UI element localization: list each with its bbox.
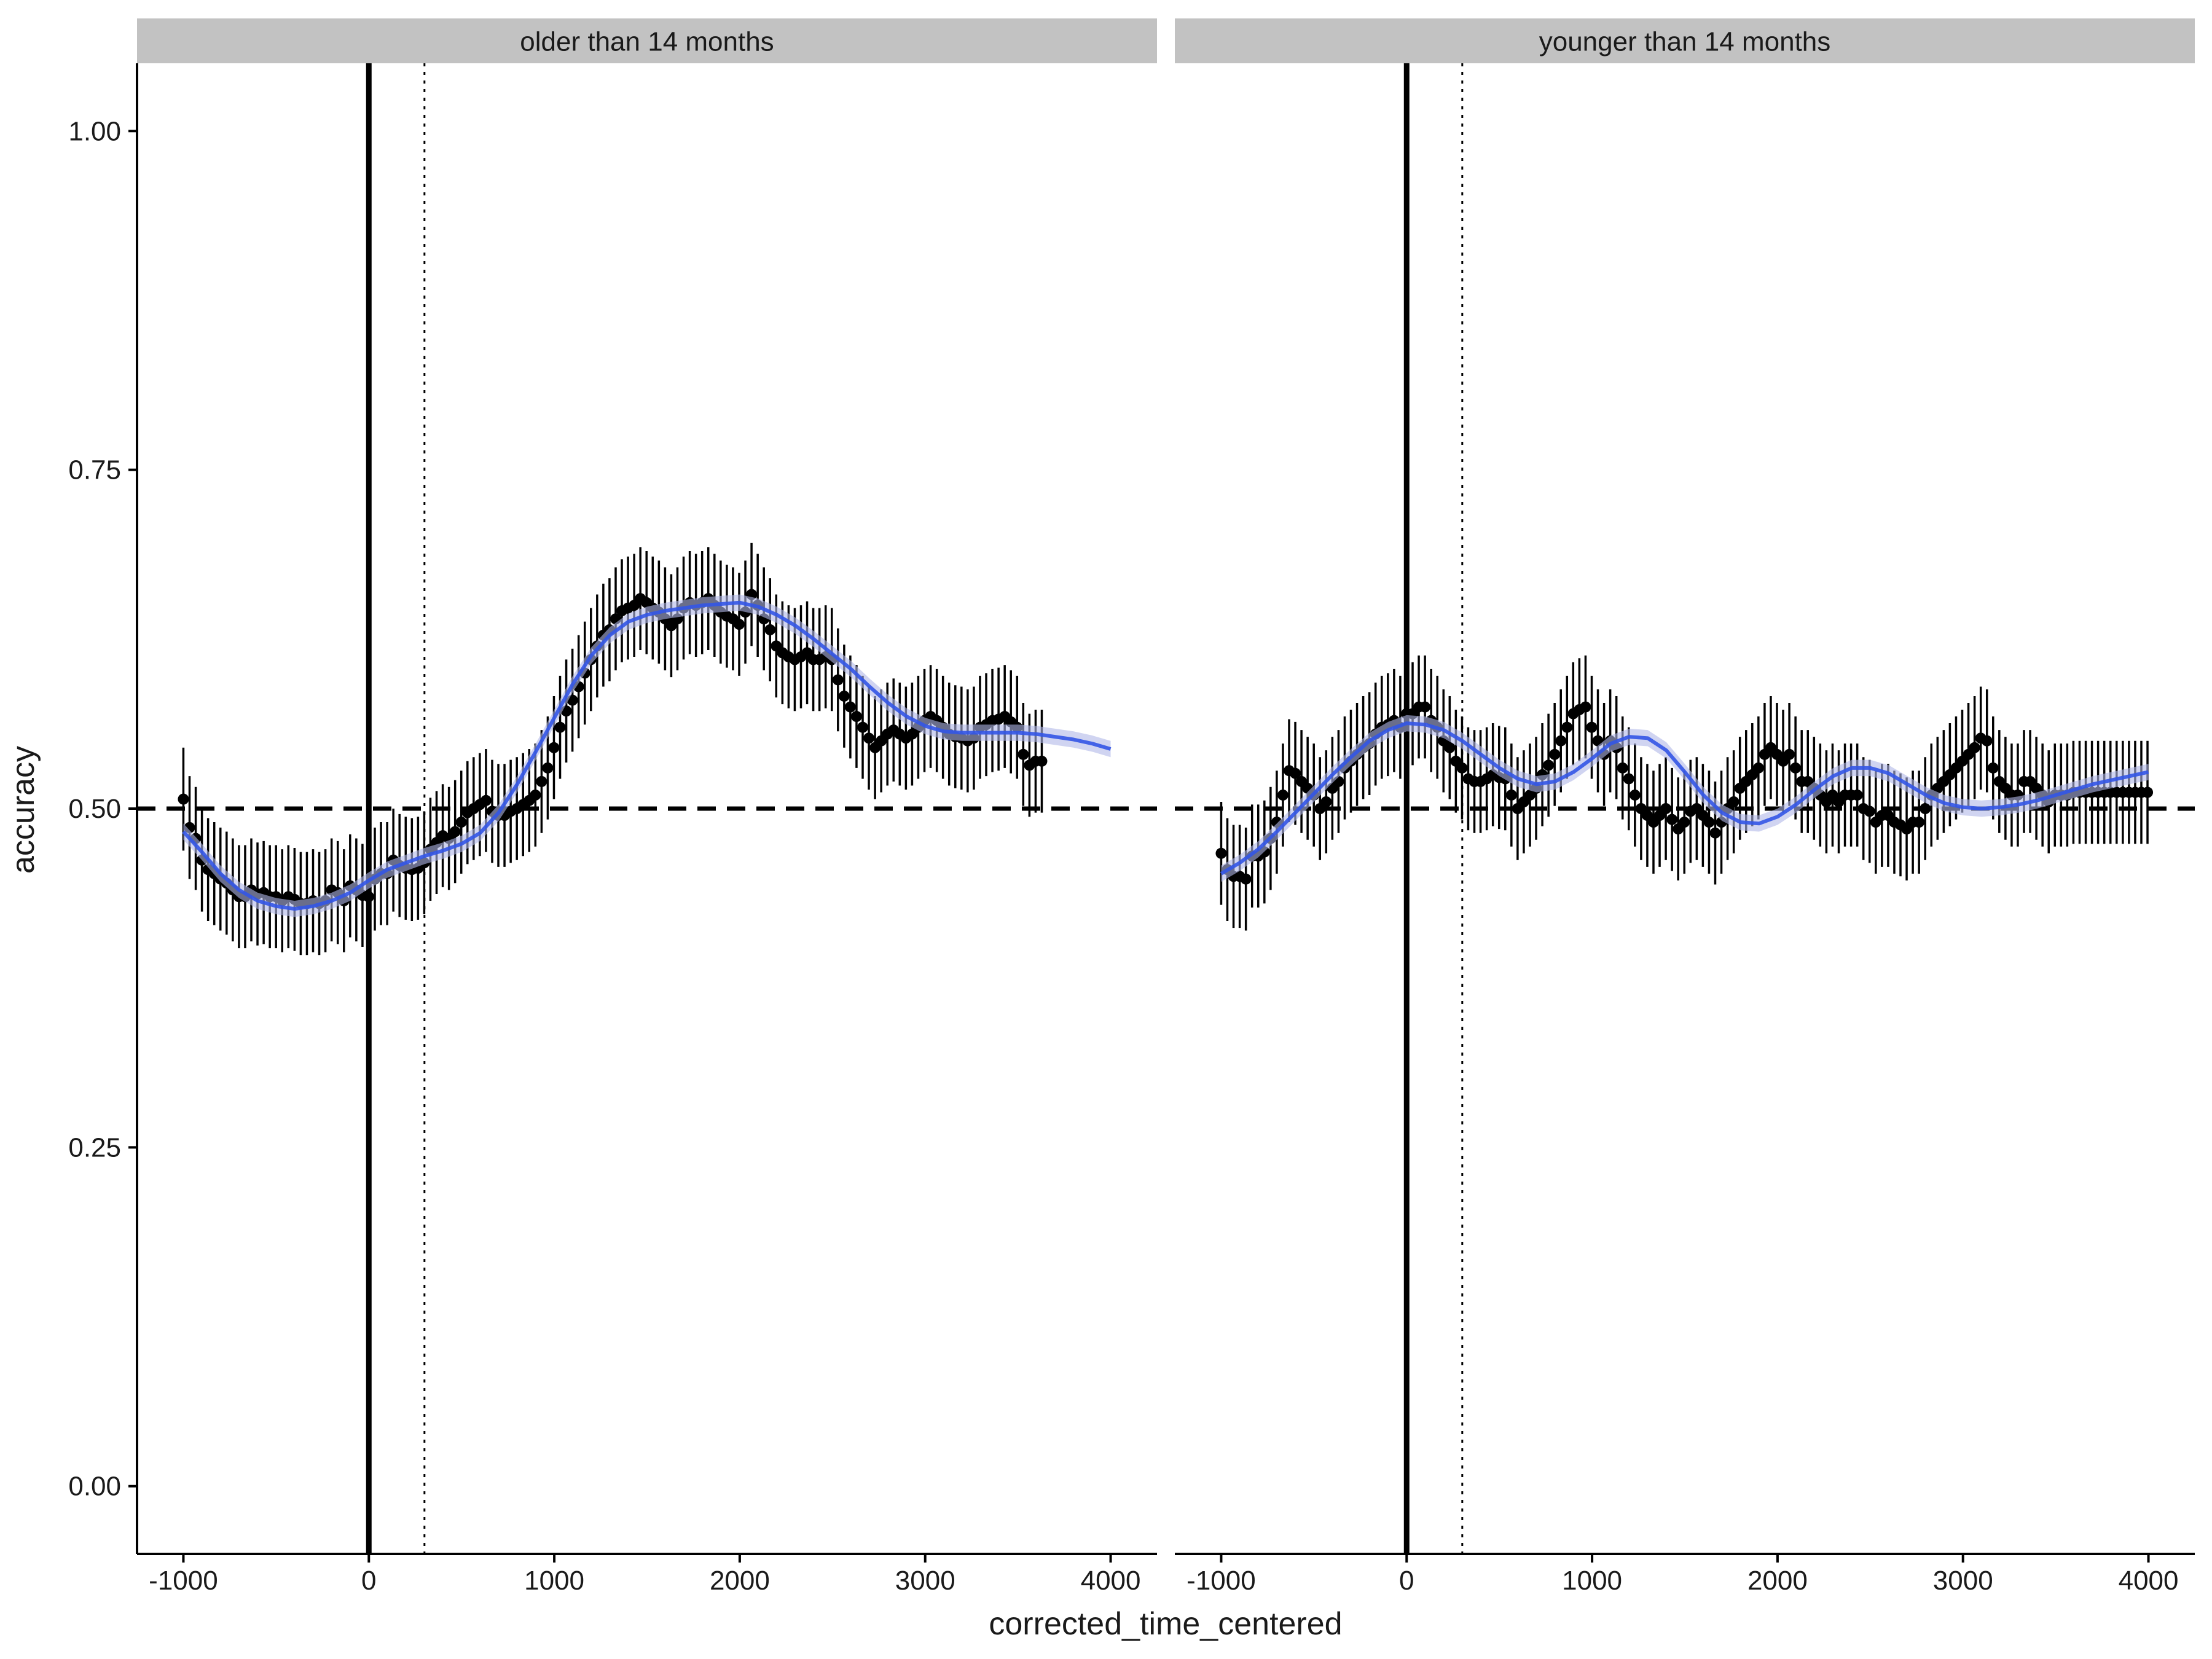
data-point (1555, 735, 1567, 747)
x-tick-label: -1000 (149, 1566, 218, 1596)
data-point (363, 891, 374, 903)
data-point (1703, 817, 1715, 828)
data-point (1728, 796, 1739, 807)
data-point (1018, 748, 1029, 760)
data-point (1419, 701, 1431, 713)
data-point (863, 732, 875, 744)
y-tick-label: 0.50 (68, 794, 121, 824)
data-point (857, 721, 869, 733)
data-point (554, 721, 566, 733)
data-point (1851, 789, 1863, 801)
data-point (764, 624, 776, 635)
data-point (1679, 817, 1690, 828)
data-point (1752, 762, 1764, 774)
x-tick-label: 4000 (1081, 1566, 1141, 1596)
smooth-line (182, 600, 1112, 911)
y-tick-label: 0.25 (68, 1132, 121, 1163)
data-point (1969, 742, 1980, 753)
data-point (1666, 814, 1678, 825)
y-tick-label: 0.75 (68, 455, 121, 485)
data-point (1215, 847, 1227, 859)
data-point (1561, 721, 1573, 733)
data-point (1320, 796, 1332, 807)
smooth-line (1220, 721, 2149, 876)
x-tick-label: 3000 (1933, 1566, 1993, 1596)
data-point (1505, 789, 1517, 801)
data-point (734, 619, 745, 630)
data-point (832, 674, 844, 686)
error-bars (182, 543, 1043, 955)
data-point (1629, 789, 1641, 801)
data-point (449, 826, 461, 837)
x-tick-label: 3000 (895, 1566, 955, 1596)
x-tick-label: 0 (361, 1566, 376, 1596)
x-axis-label: corrected_time_centered (989, 1606, 1342, 1642)
data-point (548, 742, 560, 753)
data-point (1790, 762, 1802, 774)
x-tick-label: 0 (1399, 1566, 1414, 1596)
data-point (1549, 748, 1561, 760)
data-point (1580, 701, 1591, 713)
data-point (1920, 803, 1931, 814)
facet-strip-label: younger than 14 months (1539, 27, 1831, 57)
facet-strip (1175, 18, 2195, 63)
data-point (1660, 803, 1672, 814)
x-tick-label: 4000 (2119, 1566, 2179, 1596)
data-point (1290, 767, 1301, 779)
data-point (1709, 827, 1721, 839)
x-tick-label: 2000 (1747, 1566, 1808, 1596)
data-point (480, 794, 492, 806)
data-point (530, 789, 541, 801)
y-tick-label: 0.00 (68, 1472, 121, 1502)
data-point (1617, 762, 1628, 774)
data-point (1456, 762, 1468, 774)
data-point (1623, 773, 1634, 785)
data-point (1784, 748, 1795, 760)
data-point (1277, 789, 1288, 801)
y-tick-label: 1.00 (68, 116, 121, 146)
data-point (850, 711, 862, 723)
data-point (1586, 721, 1598, 733)
panels-layer: 0.00 0.25 0.50 0.75 1.00 older than 14 months… (68, 18, 2195, 1596)
x-tick-label: 1000 (524, 1566, 584, 1596)
data-point (2142, 786, 2154, 798)
facet-strip-label: older than 14 months (520, 27, 774, 57)
data-point (838, 690, 850, 702)
data-point (455, 817, 467, 828)
x-tick-label: -1000 (1186, 1566, 1256, 1596)
data-point (1913, 817, 1925, 828)
data-point (178, 793, 189, 805)
data-point (844, 701, 856, 713)
facet-panel-1: older than 14 months -1000 0 1000 2000 3000 40… (137, 18, 1157, 1596)
x-tick-label: 1000 (1562, 1566, 1622, 1596)
x-tick-label: 2000 (710, 1566, 770, 1596)
y-axis-label: accuracy (6, 746, 41, 874)
facet-panel-2: younger than 14 months -1000 0 1000 2000 3000… (1175, 18, 2195, 1596)
data-point (1864, 806, 1875, 817)
data-point (536, 775, 547, 787)
data-point (1987, 762, 1999, 774)
facet-strip (137, 18, 1157, 63)
data-point (1444, 742, 1456, 753)
data-point (1240, 873, 1252, 885)
data-point (542, 762, 554, 774)
data-point (1543, 759, 1555, 771)
data-point (1036, 755, 1048, 767)
data-point (1981, 735, 1993, 747)
